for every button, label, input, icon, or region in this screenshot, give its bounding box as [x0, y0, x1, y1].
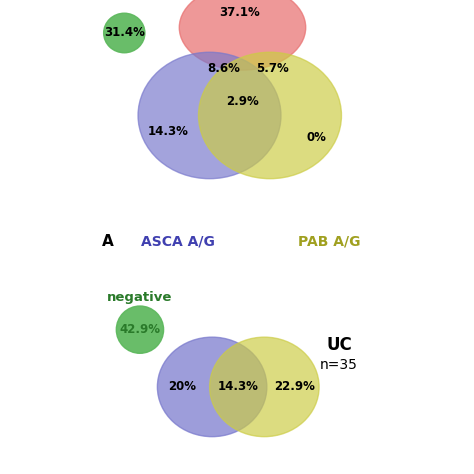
Ellipse shape	[210, 337, 319, 437]
Ellipse shape	[179, 0, 306, 70]
Text: 31.4%: 31.4%	[104, 27, 145, 39]
Text: A: A	[102, 235, 114, 249]
Text: 22.9%: 22.9%	[274, 381, 315, 393]
Text: ASCA A/G: ASCA A/G	[141, 235, 215, 249]
Text: 14.3%: 14.3%	[218, 381, 259, 393]
Text: 37.1%: 37.1%	[219, 6, 260, 19]
Ellipse shape	[104, 13, 145, 53]
Ellipse shape	[199, 52, 341, 179]
Text: UC: UC	[326, 336, 352, 354]
Text: 20%: 20%	[168, 381, 196, 393]
Ellipse shape	[157, 337, 267, 437]
Ellipse shape	[138, 52, 281, 179]
Text: PAB A/G: PAB A/G	[298, 235, 361, 249]
Text: n=35: n=35	[320, 357, 358, 372]
Text: 42.9%: 42.9%	[119, 323, 160, 336]
Text: 8.6%: 8.6%	[207, 62, 240, 75]
Text: 14.3%: 14.3%	[148, 126, 189, 138]
Ellipse shape	[116, 306, 164, 353]
Text: 2.9%: 2.9%	[226, 95, 259, 108]
Text: negative: negative	[107, 291, 173, 304]
Text: 5.7%: 5.7%	[256, 62, 289, 75]
Text: 0%: 0%	[307, 131, 327, 144]
